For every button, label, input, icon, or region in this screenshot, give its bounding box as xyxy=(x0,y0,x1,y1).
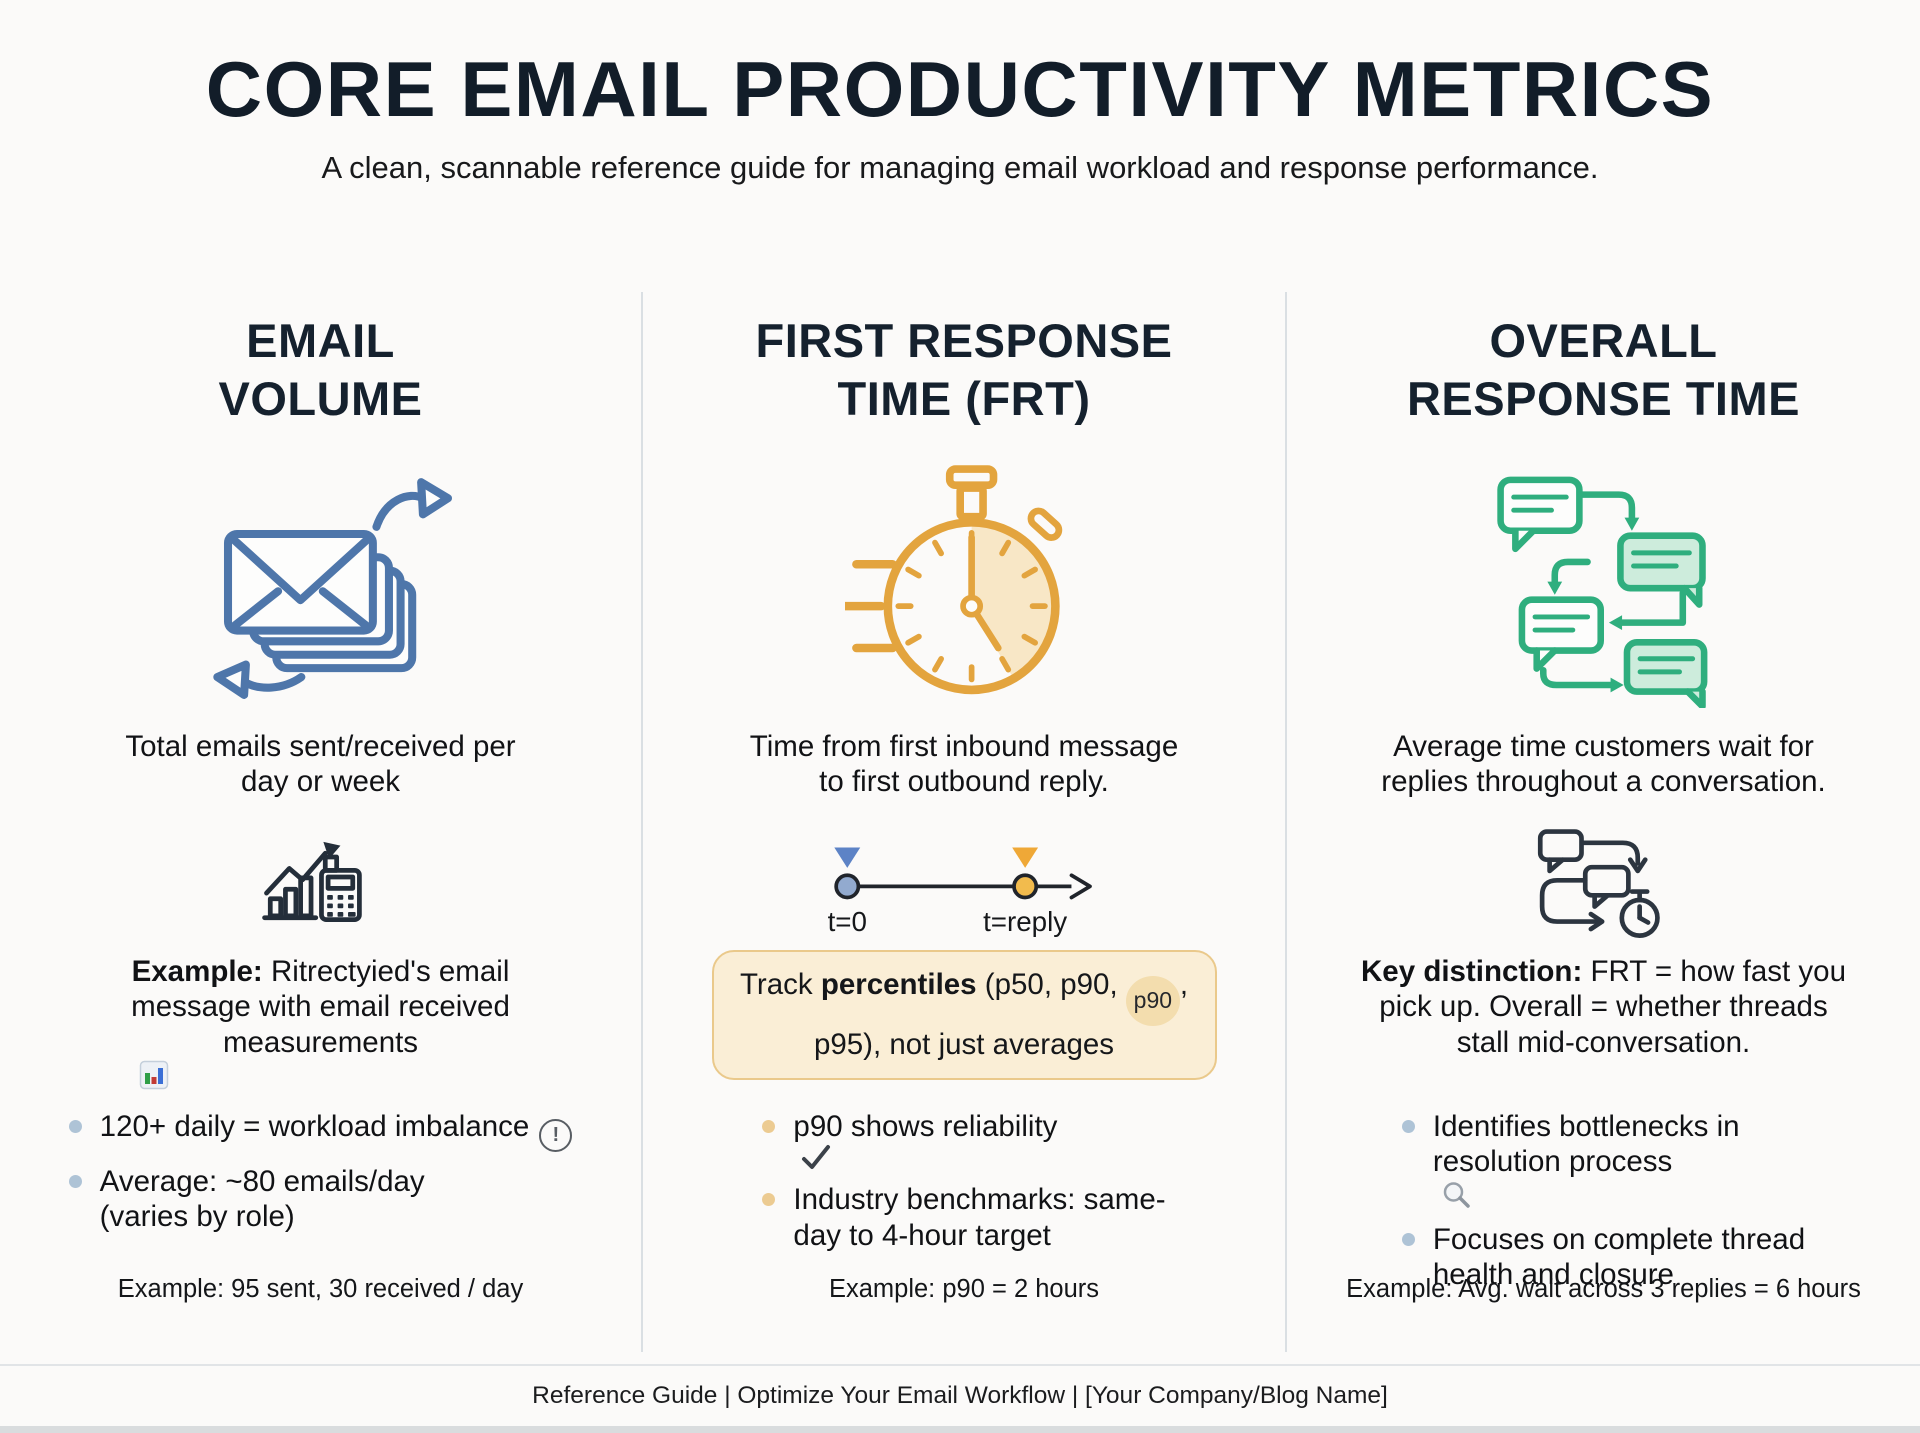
bullet-item: 120+ daily = workload imbalance! xyxy=(68,1109,573,1152)
bullet-dot xyxy=(1401,1232,1415,1246)
bullet-item: Focuses on complete thread health and cl… xyxy=(1401,1222,1805,1293)
column-description: Time from first inbound message to first… xyxy=(749,730,1179,798)
bullet-dot xyxy=(762,1193,776,1207)
page-title: CORE EMAIL PRODUCTIVITY METRICS xyxy=(205,45,1715,133)
reply-marker-icon xyxy=(1012,847,1039,868)
timeline-diagram: t=0 t=reply xyxy=(828,847,1092,937)
bullet-list: 120+ daily = workload imbalance! Average… xyxy=(68,1109,573,1267)
column-heading: OVERALL RESPONSE TIME xyxy=(1406,314,1800,426)
example-line: Example: 95 sent, 30 received / day xyxy=(117,1275,524,1303)
thread-clock-icon xyxy=(1537,829,1660,938)
example-note: Example: Ritrectyied's email message wit… xyxy=(131,954,510,1090)
example-line: Example: Avg. wait across 3 replies = 6 … xyxy=(1346,1275,1861,1303)
column-email-volume: EMAIL VOLUME xyxy=(0,292,641,1352)
alert-circle-icon: ! xyxy=(539,1118,573,1152)
example-line: Example: p90 = 2 hours xyxy=(828,1275,1100,1303)
bullet-item: Average: ~80 emails/day (varies by role) xyxy=(68,1164,573,1235)
column-overall-response-time: OVERALL RESPONSE TIME xyxy=(1287,292,1920,1352)
chart-calculator-icon xyxy=(261,841,362,922)
bullet-item: Industry benchmarks: same- day to 4-hour… xyxy=(762,1182,1166,1253)
timeline-start-label: t=0 xyxy=(828,906,867,937)
column-heading: EMAIL VOLUME xyxy=(218,314,423,426)
bullet-list: p90 shows reliability Industry benchmark… xyxy=(762,1109,1166,1267)
bullet-dot xyxy=(68,1120,82,1133)
column-description: Average time customers wait for replies … xyxy=(1381,730,1826,798)
p90-badge: p90 xyxy=(1125,975,1180,1026)
column-heading: FIRST RESPONSE TIME (FRT) xyxy=(755,314,1173,426)
header: CORE EMAIL PRODUCTIVITY METRICS A clean,… xyxy=(0,0,1920,292)
timeline-end-label: t=reply xyxy=(983,906,1067,937)
bullet-item: p90 shows reliability xyxy=(762,1109,1165,1170)
footer-text: Reference Guide | Optimize Your Email Wo… xyxy=(532,1382,1388,1409)
bullet-dot xyxy=(68,1174,82,1188)
bullet-list: Identifies bottlenecks in resolution pro… xyxy=(1401,1109,1805,1291)
bullet-dot xyxy=(1401,1120,1415,1133)
columns: EMAIL VOLUME xyxy=(0,292,1920,1352)
check-icon xyxy=(802,1145,831,1170)
magnifier-icon xyxy=(1443,1182,1470,1208)
bottom-edge-strip xyxy=(0,1426,1920,1433)
key-distinction-note: Key distinction: FRT = how fast you pick… xyxy=(1361,955,1846,1059)
bar-chart-emoji-icon xyxy=(139,1060,169,1090)
bullet-dot xyxy=(762,1120,776,1133)
percentiles-callout: Track percentiles (p50, p90, p90, p95), … xyxy=(711,950,1217,1081)
column-first-response-time: FIRST RESPONSE TIME (FRT) xyxy=(641,292,1287,1352)
conversation-flow-icon xyxy=(1496,476,1707,708)
email-stack-icon xyxy=(212,478,452,699)
start-marker-icon xyxy=(834,847,861,868)
bullet-item: Identifies bottlenecks in resolution pro… xyxy=(1401,1109,1805,1210)
footer-divider xyxy=(0,1364,1920,1366)
column-description: Total emails sent/received per day or we… xyxy=(125,730,516,798)
stopwatch-icon xyxy=(845,465,1063,695)
page-subtitle: A clean, scannable reference guide for m… xyxy=(321,150,1599,185)
footer: Reference Guide | Optimize Your Email Wo… xyxy=(0,1364,1920,1410)
